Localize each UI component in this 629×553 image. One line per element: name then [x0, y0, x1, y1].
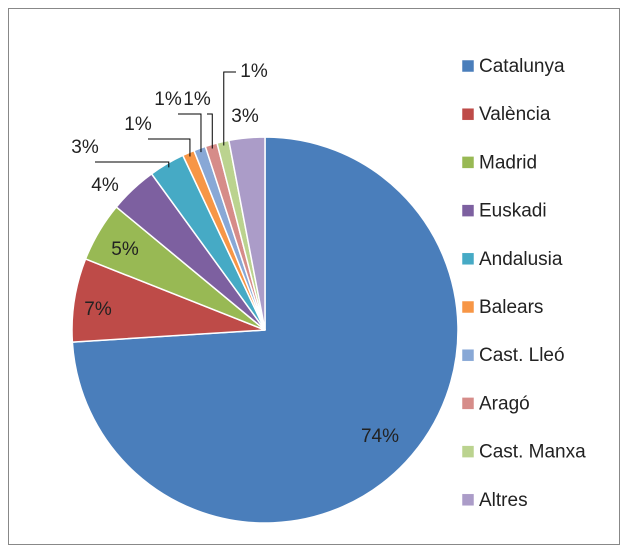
legend-swatch — [461, 348, 475, 362]
data-label: 1% — [183, 89, 211, 110]
legend-label: Catalunya — [479, 56, 565, 77]
legend-swatch — [461, 252, 475, 266]
data-label: 3% — [231, 106, 259, 127]
data-label: 5% — [111, 239, 139, 260]
data-label: 1% — [240, 61, 268, 82]
data-label: 7% — [84, 299, 112, 320]
legend-swatch — [461, 107, 475, 121]
data-label: 3% — [71, 137, 99, 158]
data-label: 1% — [154, 89, 182, 110]
legend-label: Cast. Manxa — [479, 442, 586, 463]
legend-swatch — [461, 397, 475, 410]
data-label: 74% — [361, 426, 399, 447]
legend-swatch — [461, 493, 475, 507]
legend-label: València — [479, 104, 551, 125]
leader-line — [148, 138, 191, 157]
leader-line — [178, 113, 202, 153]
legend-label: Euskadi — [479, 201, 547, 222]
legend-swatch — [461, 59, 475, 73]
pie-slice — [227, 136, 266, 331]
leader-line — [207, 113, 213, 149]
legend-swatch — [461, 156, 475, 169]
data-label: 4% — [91, 175, 119, 196]
legend-label: Andalusia — [479, 249, 563, 270]
leader-line — [95, 161, 170, 168]
legend-swatch — [461, 204, 475, 217]
legend-label: Cast. Lleó — [479, 345, 565, 366]
leader-line — [223, 71, 236, 146]
legend-label: Altres — [479, 490, 528, 511]
data-label: 1% — [124, 114, 152, 135]
legend-swatch — [461, 300, 475, 314]
legend-label: Madrid — [479, 152, 537, 173]
legend-swatch — [461, 445, 475, 458]
legend-label: Aragó — [479, 393, 530, 414]
legend-label: Balears — [479, 297, 543, 318]
